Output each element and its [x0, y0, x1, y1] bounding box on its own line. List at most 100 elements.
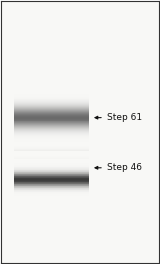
Bar: [14, 104, 89, 105]
Bar: [14, 153, 89, 154]
Bar: [14, 136, 89, 137]
Bar: [14, 168, 89, 169]
Bar: [14, 145, 89, 146]
Bar: [14, 173, 89, 174]
Bar: [14, 173, 89, 174]
Bar: [14, 147, 89, 148]
Bar: [14, 183, 89, 184]
Bar: [14, 146, 89, 147]
Bar: [14, 173, 89, 174]
Bar: [14, 114, 89, 115]
Bar: [14, 149, 89, 150]
Bar: [14, 154, 89, 155]
Bar: [14, 163, 89, 164]
Bar: [14, 167, 89, 168]
Bar: [14, 141, 89, 142]
Bar: [14, 184, 89, 185]
Bar: [14, 190, 89, 191]
Bar: [14, 169, 89, 170]
Bar: [14, 194, 89, 195]
Bar: [14, 150, 89, 151]
Bar: [14, 110, 89, 111]
Bar: [14, 93, 89, 94]
Bar: [14, 172, 89, 173]
Bar: [14, 130, 89, 131]
Bar: [14, 178, 89, 179]
Bar: [14, 126, 89, 127]
Bar: [14, 175, 89, 176]
Bar: [14, 182, 89, 183]
Bar: [14, 115, 89, 116]
Bar: [14, 154, 89, 155]
Bar: [14, 106, 89, 107]
Bar: [14, 164, 89, 165]
Bar: [14, 153, 89, 154]
Bar: [14, 107, 89, 108]
Bar: [14, 138, 89, 139]
Bar: [14, 192, 89, 193]
Bar: [14, 123, 89, 124]
Bar: [14, 162, 89, 163]
Bar: [14, 98, 89, 100]
Bar: [14, 181, 89, 182]
Bar: [14, 150, 89, 151]
Bar: [14, 113, 89, 114]
Bar: [14, 170, 89, 171]
Bar: [14, 97, 89, 98]
Bar: [14, 188, 89, 189]
Bar: [14, 166, 89, 167]
Bar: [14, 163, 89, 164]
Bar: [14, 170, 89, 171]
Bar: [14, 120, 89, 121]
Bar: [14, 164, 89, 165]
Bar: [14, 161, 89, 162]
Bar: [14, 178, 89, 179]
Bar: [14, 166, 89, 167]
Bar: [14, 111, 89, 112]
Bar: [14, 172, 89, 173]
Bar: [14, 180, 89, 181]
Bar: [14, 189, 89, 190]
Bar: [14, 121, 89, 122]
Bar: [14, 144, 89, 145]
Bar: [14, 91, 89, 92]
Bar: [14, 151, 89, 152]
Bar: [14, 198, 89, 199]
Bar: [14, 89, 89, 90]
Bar: [14, 179, 89, 180]
Bar: [14, 139, 89, 140]
Bar: [14, 171, 89, 172]
Bar: [14, 143, 89, 144]
Bar: [14, 178, 89, 179]
Bar: [14, 118, 89, 119]
Bar: [14, 167, 89, 168]
Bar: [14, 159, 89, 160]
Text: Step 61: Step 61: [95, 113, 142, 122]
Bar: [14, 159, 89, 160]
Bar: [14, 117, 89, 118]
Bar: [14, 165, 89, 166]
Bar: [14, 155, 89, 156]
Bar: [14, 143, 89, 144]
Bar: [14, 177, 89, 178]
Bar: [14, 132, 89, 133]
Bar: [14, 174, 89, 175]
Bar: [14, 119, 89, 120]
Bar: [14, 186, 89, 187]
Bar: [14, 160, 89, 161]
Bar: [14, 167, 89, 168]
Bar: [14, 161, 89, 162]
Bar: [14, 180, 89, 181]
Bar: [14, 175, 89, 176]
Bar: [14, 144, 89, 145]
Bar: [14, 108, 89, 109]
Bar: [14, 158, 89, 159]
Bar: [14, 133, 89, 134]
Bar: [14, 129, 89, 130]
Text: Step 46: Step 46: [95, 163, 142, 172]
Bar: [14, 162, 89, 163]
Bar: [14, 189, 89, 190]
Bar: [14, 96, 89, 97]
Bar: [14, 102, 89, 103]
Bar: [14, 187, 89, 188]
